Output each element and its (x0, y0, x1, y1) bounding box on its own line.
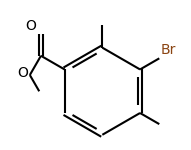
Text: Br: Br (160, 44, 176, 57)
Text: O: O (17, 66, 28, 80)
Text: O: O (25, 19, 36, 33)
